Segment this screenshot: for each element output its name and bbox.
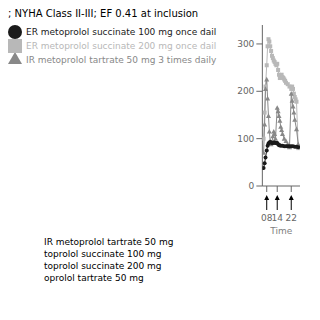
svg-text:300: 300 — [237, 39, 254, 49]
html-text:ER metoprolol succinate 100 mg: ER metoprolol succinate 100 mg once dail — [26, 26, 217, 37]
html-text:toprolol succinate 100 mg: toprolol succinate 100 mg — [44, 249, 162, 259]
html-text:; NYHA Class II-III; EF 0.41 a: ; NYHA Class II-III; EF 0.41 at inclusio… — [8, 8, 199, 19]
html-text:IR metoprolol tartrate 50 mg: IR metoprolol tartrate 50 mg — [44, 237, 174, 247]
svg-text:14: 14 — [272, 213, 284, 223]
svg-text:08: 08 — [261, 213, 273, 223]
svg-text:Time: Time — [269, 226, 292, 236]
html-text:ER metoprolol succinate 200 mg: ER metoprolol succinate 200 mg once dail — [26, 40, 217, 51]
html-text:toprolol succinate 200 mg: toprolol succinate 200 mg — [44, 261, 162, 271]
html-text:IR metoprolol tartrate 50 mg 3: IR metoprolol tartrate 50 mg 3 times dai… — [26, 54, 217, 65]
svg-text:100: 100 — [237, 134, 254, 144]
svg-text:200: 200 — [237, 86, 254, 96]
html-text:oprolol tartrate 50 mg: oprolol tartrate 50 mg — [44, 273, 144, 283]
svg-text:0: 0 — [249, 181, 255, 191]
svg-text:22: 22 — [286, 213, 297, 223]
